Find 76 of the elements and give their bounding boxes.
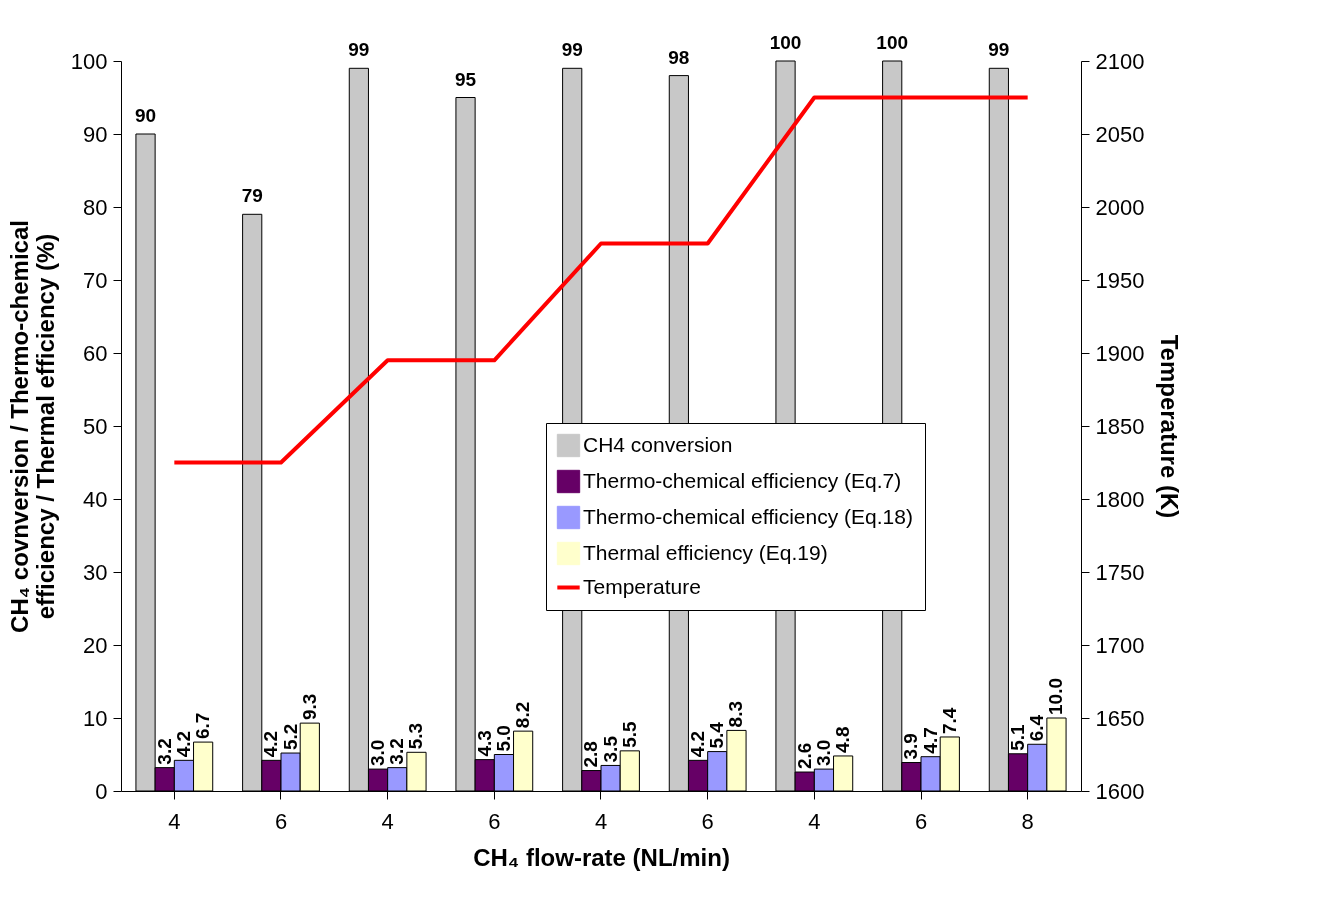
data-label: 10.0: [1045, 678, 1067, 715]
y-tick-label: 20: [83, 632, 108, 658]
legend-label: Thermo-chemical efficiency (Eq.7): [583, 468, 902, 492]
x-axis-title: CH₄ flow-rate (NL/min): [473, 843, 730, 871]
y2-tick-label: 1900: [1095, 340, 1145, 366]
data-label: 8.2: [512, 701, 534, 729]
data-label: 5.5: [618, 721, 640, 748]
data-label: 5.3: [405, 722, 427, 750]
y-tick-label: 70: [83, 267, 108, 293]
data-label: 9.3: [298, 693, 320, 721]
y2-axis-title: Temperature (K): [1156, 334, 1184, 519]
y2-tick-label: 1800: [1095, 486, 1145, 512]
x-tick-label: 6: [488, 808, 501, 834]
data-label: 3.2: [153, 738, 175, 765]
data-label: 79: [241, 185, 263, 207]
data-label: 4.2: [687, 730, 709, 758]
x-tick-label: 6: [914, 808, 928, 834]
x-tick-label: 4: [594, 808, 608, 834]
data-label: 7.4: [938, 707, 960, 734]
data-label: 98: [668, 46, 690, 68]
data-label: 2.8: [580, 741, 602, 768]
y2-tick-label: 1750: [1095, 559, 1145, 585]
y-tick-label: 100: [70, 48, 108, 74]
x-tick-label: 6: [274, 808, 288, 834]
x-tick-label: 8: [1021, 808, 1034, 834]
y-tick-label: 50: [83, 413, 108, 439]
y2-tick-label: 2000: [1095, 194, 1145, 220]
y-tick-label: 80: [83, 194, 108, 220]
data-label: 4.3: [473, 730, 495, 757]
data-label: 100: [769, 32, 802, 53]
y-tick-label: 40: [83, 486, 108, 512]
data-label: 100: [876, 32, 909, 53]
y2-tick-label: 1650: [1095, 705, 1145, 731]
legend-label: CH4 conversion: [583, 432, 733, 456]
line-series: [172, 95, 1030, 465]
data-label: 99: [348, 39, 370, 61]
data-label: 6.4: [1026, 714, 1048, 742]
data-label: 8.3: [725, 700, 747, 728]
y2-tick-label: 2100: [1095, 48, 1145, 74]
x-tick-label: 4: [381, 808, 394, 834]
data-label: 2.6: [793, 742, 815, 770]
legend-label: Thermal efficiency (Eq.19): [583, 540, 828, 564]
data-label: 3.0: [812, 739, 834, 767]
data-label: 4.7: [919, 727, 941, 754]
y2-tick-label: 1700: [1095, 632, 1145, 658]
data-label: 5.2: [279, 723, 301, 751]
y2-tick-label: 1600: [1095, 778, 1145, 804]
data-label: 5.1: [1007, 723, 1029, 751]
data-label: 3.0: [367, 739, 389, 767]
data-label: 95: [454, 68, 477, 90]
x-tick-label: 4: [168, 808, 181, 834]
data-label: 99: [988, 39, 1010, 61]
y-tick-label: 90: [83, 121, 108, 147]
legend-label: Thermo-chemical efficiency (Eq.18): [583, 504, 913, 528]
y-tick-label: 30: [83, 559, 108, 585]
data-label: 6.7: [192, 712, 214, 740]
data-label: 90: [134, 105, 157, 126]
data-label: 3.2: [386, 738, 408, 765]
data-label: 3.9: [900, 733, 922, 760]
y2-tick-label: 1950: [1095, 267, 1145, 293]
data-label: 5.4: [706, 721, 728, 749]
x-tick-label: 4: [808, 808, 821, 834]
y2-tick-label: 2050: [1095, 121, 1145, 147]
y-tick-label: 60: [83, 340, 108, 366]
y-axis-title: CH₄ covnversion / Thermo-chemical efficiency / Thermal efficiency (%): [5, 220, 59, 633]
data-label: 5.0: [492, 725, 514, 752]
data-label: 4.8: [832, 726, 854, 753]
y-tick-label: 0: [95, 778, 108, 804]
data-label: 3.5: [599, 735, 621, 763]
data-label: 99: [561, 39, 583, 61]
data-label: 4.2: [260, 730, 282, 758]
legend-label: Temperature: [583, 574, 701, 598]
data-label: 4.2: [172, 730, 194, 758]
y2-tick-label: 1850: [1095, 413, 1145, 439]
x-tick-label: 6: [701, 808, 714, 834]
y-tick-label: 10: [83, 705, 108, 731]
